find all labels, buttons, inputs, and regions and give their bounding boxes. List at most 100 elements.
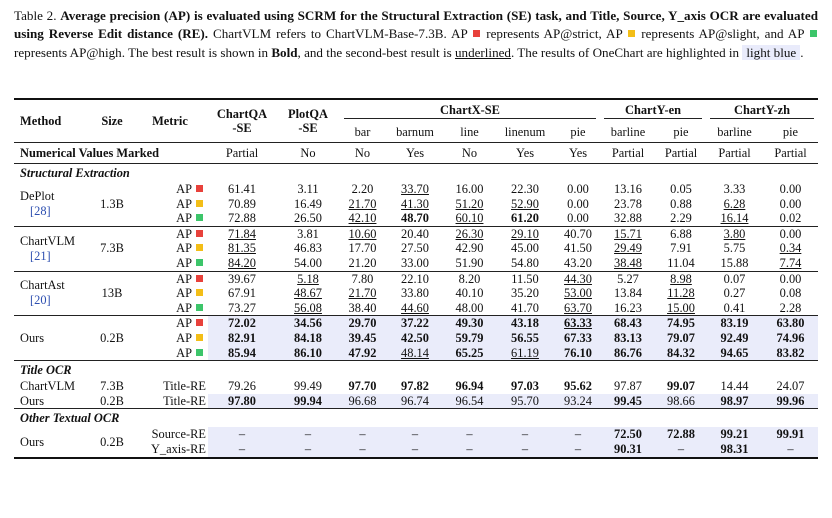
- value: 68.43: [614, 316, 642, 331]
- header-chartqa-line1: ChartQA: [216, 107, 268, 121]
- value-cell: 16.49: [276, 197, 340, 212]
- table-caption: Table 2. Average precision (AP) is evalu…: [14, 7, 818, 62]
- value-cell: 5.75: [706, 241, 763, 256]
- value-cell: –: [385, 427, 445, 442]
- value-cell: 98.66: [656, 393, 706, 409]
- value-cell: 15.71: [600, 225, 656, 242]
- section-other-textual-ocr-label: Other Textual OCR: [14, 408, 818, 428]
- value: 67.91: [228, 286, 256, 301]
- value: 49.30: [455, 316, 484, 331]
- value: 10.60: [348, 226, 377, 241]
- ap-label: AP: [176, 271, 192, 286]
- numerical-value-8: Partial: [656, 142, 706, 164]
- metric-cell: AP: [132, 241, 208, 256]
- caption-text-4: represents AP@high. The best result is s…: [14, 44, 269, 60]
- value-cell: 33.00: [385, 256, 445, 271]
- value: 84.32: [667, 345, 695, 360]
- value: 71.84: [228, 226, 256, 241]
- caption-bold: Average precision (AP) is evaluated usin…: [14, 8, 818, 42]
- value-cell: –: [494, 441, 556, 459]
- value: 61.19: [511, 345, 539, 360]
- value-cell: 11.50: [494, 270, 556, 287]
- value: 47.92: [348, 345, 377, 360]
- value-cell: 74.95: [656, 315, 706, 331]
- value: 2.20: [351, 182, 374, 196]
- value-cell: 0.02: [763, 211, 818, 226]
- value: 2.29: [670, 211, 692, 226]
- value-cell: 74.96: [763, 330, 818, 346]
- value-cell: 22.30: [494, 182, 556, 197]
- value-cell: 21.20: [340, 256, 385, 271]
- method-cell: Ours: [20, 393, 45, 408]
- value-cell: 70.89: [208, 197, 276, 212]
- table-row: DePlot [28] 1.3B AP 61.41 3.11 2.20 33.70 16.00 2…: [14, 182, 818, 218]
- header-chartqa-line2: -SE: [232, 121, 252, 135]
- method-cell: Ours: [14, 427, 92, 459]
- value-cell: 51.90: [445, 256, 494, 271]
- value: 0.88: [670, 196, 692, 211]
- value: 51.20: [455, 196, 484, 211]
- value: 42.10: [348, 211, 377, 226]
- value-cell: 7.80: [340, 270, 385, 287]
- value: 5.75: [723, 241, 746, 256]
- value: 40.10: [455, 286, 484, 301]
- value: 86.10: [294, 345, 322, 360]
- value: 0.00: [567, 182, 589, 196]
- method-name: ChartVLM: [20, 233, 76, 248]
- value: 39.67: [228, 271, 256, 286]
- red-square-icon: [196, 229, 203, 237]
- value-cell: 13.16: [600, 182, 656, 197]
- caption-underlined-word: underlined: [454, 44, 511, 60]
- value: 83.19: [720, 316, 749, 331]
- subheader-5: barline: [610, 124, 646, 139]
- value: 29.70: [348, 316, 377, 331]
- value: 11.50: [511, 271, 539, 286]
- value-cell: 0.00: [763, 270, 818, 287]
- green-square-icon: [196, 348, 203, 356]
- value-cell: 94.65: [706, 345, 763, 361]
- header-method: Method: [14, 98, 92, 143]
- value-cell: 72.88: [208, 211, 276, 226]
- method-cell: ChartVLM [21]: [14, 225, 92, 272]
- value-cell: 96.54: [445, 393, 494, 409]
- value-cell: 2.29: [656, 211, 706, 226]
- value: 0.27: [723, 286, 746, 301]
- numerical-value-6: Yes: [556, 142, 600, 164]
- value-cell: 44.60: [385, 301, 445, 316]
- value-cell: 33.80: [385, 286, 445, 301]
- header-plotqa-line1: PlotQA: [288, 107, 328, 121]
- value: 21.20: [348, 255, 377, 270]
- value: 3.81: [297, 226, 319, 241]
- method-name: ChartAst: [20, 278, 65, 293]
- value-cell: 93.24: [556, 393, 600, 409]
- value: 56.08: [294, 300, 322, 315]
- value-cell: 90.31: [600, 441, 656, 459]
- value-cell: 85.94: [208, 345, 276, 361]
- value-cell: 96.68: [340, 393, 385, 409]
- value-cell: 95.62: [564, 379, 592, 394]
- value-cell: 86.76: [600, 345, 656, 361]
- value-cell: 0.00: [763, 182, 818, 197]
- method-ref: [28]: [30, 203, 51, 218]
- value: 83.13: [614, 330, 642, 345]
- numerical-values-row: Numerical Values Marked Partial No No Yes No Y…: [14, 142, 818, 164]
- value-cell: 2.20: [340, 182, 385, 197]
- value-cell: 2.28: [763, 301, 818, 316]
- value-cell: 86.10: [276, 345, 340, 361]
- value-cell: 98.31: [706, 441, 763, 459]
- header-metric: Metric: [132, 98, 208, 143]
- value: 48.14: [401, 345, 429, 360]
- value: 15.88: [720, 255, 749, 270]
- value-cell: 76.10: [556, 345, 600, 361]
- value-cell: 40.10: [445, 286, 494, 301]
- value: 42.90: [455, 241, 484, 256]
- red-square-icon: [196, 274, 203, 282]
- header-row-2: bar barnum line linenum pie barline pie barline…: [14, 122, 818, 143]
- value-cell: 26.50: [276, 211, 340, 226]
- value: 48.00: [455, 300, 484, 315]
- subheader-6: pie: [673, 124, 689, 139]
- value: 54.00: [294, 255, 322, 270]
- value: 6.28: [723, 196, 746, 211]
- value: 43.20: [564, 255, 592, 270]
- value: 7.80: [351, 271, 374, 286]
